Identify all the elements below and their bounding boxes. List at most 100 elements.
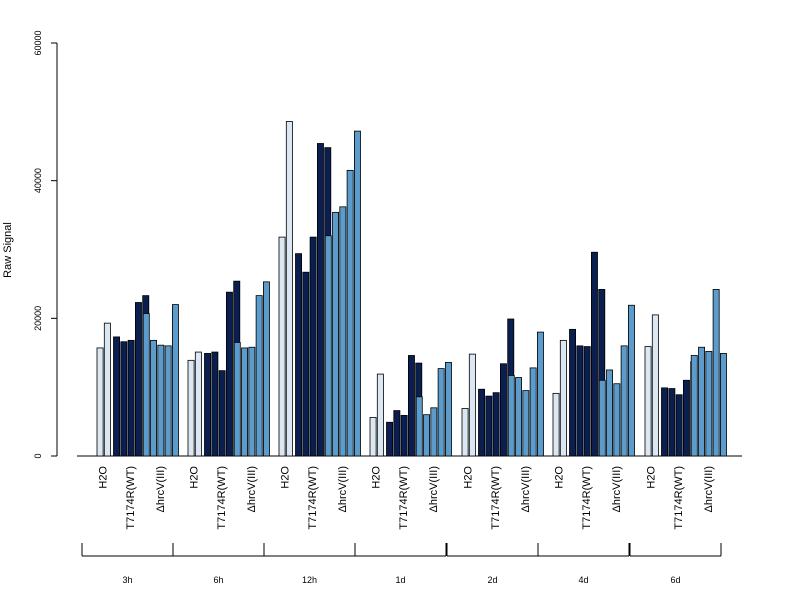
category-label: H2O bbox=[463, 466, 475, 489]
bar bbox=[225, 291, 233, 457]
y-axis: 0 20000 40000 60000 bbox=[33, 30, 58, 459]
category-label: T7174R(WT) bbox=[216, 466, 228, 530]
bars bbox=[77, 121, 742, 457]
bar bbox=[712, 289, 720, 457]
bar bbox=[583, 346, 591, 457]
category-label: T7174R(WT) bbox=[307, 466, 319, 530]
bar bbox=[233, 342, 241, 457]
bar bbox=[522, 390, 530, 457]
timepoint-label: 4d bbox=[578, 575, 588, 585]
bar bbox=[241, 347, 248, 457]
bar bbox=[353, 130, 361, 457]
y-tick-label: 0 bbox=[33, 453, 43, 458]
bar bbox=[339, 206, 347, 457]
bar bbox=[675, 394, 683, 457]
timepoint-label: 12h bbox=[302, 575, 317, 585]
bar bbox=[576, 345, 584, 457]
bar bbox=[644, 346, 652, 457]
bar bbox=[332, 211, 339, 457]
bar bbox=[529, 367, 537, 457]
bar bbox=[478, 388, 485, 457]
bar bbox=[492, 392, 500, 457]
category-label: T7174R(WT) bbox=[398, 466, 410, 530]
category-label: H2O bbox=[280, 466, 292, 489]
bar bbox=[407, 355, 415, 457]
bar bbox=[507, 375, 515, 457]
bar bbox=[218, 370, 226, 457]
bar bbox=[103, 322, 111, 457]
bar bbox=[376, 373, 384, 457]
bar bbox=[187, 359, 195, 457]
bar bbox=[537, 331, 544, 457]
category-label: ΔhrcV(III) bbox=[703, 466, 715, 512]
bar bbox=[324, 235, 332, 457]
bar bbox=[204, 353, 211, 457]
bar bbox=[705, 350, 713, 457]
bar bbox=[613, 383, 621, 457]
bar bbox=[316, 143, 324, 457]
bar bbox=[255, 295, 263, 457]
bar bbox=[278, 236, 286, 457]
bar bbox=[690, 355, 698, 457]
bar bbox=[134, 302, 142, 457]
category-label: H2O bbox=[189, 466, 201, 489]
timepoint-brackets: 3h 6h 12h 1d 2d 4d 6d bbox=[81, 543, 722, 585]
bar bbox=[468, 353, 476, 457]
bar bbox=[113, 336, 120, 457]
bar bbox=[437, 368, 445, 457]
bar bbox=[96, 347, 104, 457]
bar bbox=[386, 421, 393, 457]
bar bbox=[211, 351, 219, 457]
x-axis-labels: H2O T7174R(WT) ΔhrcV(III) H2O T7174R(WT) Δhrc… bbox=[98, 466, 715, 530]
bar bbox=[559, 339, 567, 457]
bar bbox=[444, 361, 452, 457]
y-axis-label: Raw Signal bbox=[2, 222, 14, 278]
bar bbox=[194, 351, 202, 457]
bar bbox=[499, 363, 507, 457]
bar bbox=[164, 345, 172, 457]
y-tick-label: 20000 bbox=[33, 306, 43, 331]
bar bbox=[400, 414, 408, 457]
bar bbox=[661, 387, 668, 457]
category-label: ΔhrcV(III) bbox=[246, 466, 258, 512]
bar bbox=[285, 121, 293, 457]
timepoint-label: 6h bbox=[213, 575, 223, 585]
bar bbox=[248, 346, 256, 457]
bar bbox=[309, 236, 317, 457]
category-label: ΔhrcV(III) bbox=[428, 466, 440, 512]
bar bbox=[423, 414, 430, 457]
bar bbox=[591, 251, 598, 457]
timepoint-label: 1d bbox=[395, 575, 405, 585]
category-label: H2O bbox=[646, 466, 658, 489]
category-label: H2O bbox=[371, 466, 383, 489]
bar bbox=[628, 304, 635, 457]
bar bbox=[698, 346, 705, 457]
bar bbox=[302, 271, 310, 457]
bar bbox=[461, 408, 469, 457]
bar bbox=[171, 304, 179, 457]
timepoint-label: 3h bbox=[122, 575, 132, 585]
bar bbox=[569, 328, 576, 457]
bar bbox=[346, 169, 354, 457]
bar bbox=[157, 344, 165, 457]
bar bbox=[127, 339, 135, 457]
category-label: ΔhrcV(III) bbox=[337, 466, 349, 512]
category-label: T7174R(WT) bbox=[581, 466, 593, 530]
category-label: ΔhrcV(III) bbox=[611, 466, 623, 512]
bar bbox=[620, 345, 628, 457]
category-label: T7174R(WT) bbox=[673, 466, 685, 530]
bar bbox=[295, 253, 302, 457]
bar bbox=[142, 313, 150, 457]
category-label: H2O bbox=[98, 466, 110, 489]
y-tick-label: 60000 bbox=[33, 30, 43, 55]
timepoint-label: 2d bbox=[487, 575, 497, 585]
bar bbox=[651, 314, 659, 457]
timepoint-label: 6d bbox=[670, 575, 680, 585]
category-label: T7174R(WT) bbox=[125, 466, 137, 530]
bar bbox=[262, 281, 270, 457]
bar bbox=[598, 379, 606, 457]
bar bbox=[515, 377, 522, 457]
bar bbox=[120, 341, 128, 457]
bar bbox=[606, 369, 613, 457]
bar bbox=[552, 392, 560, 457]
